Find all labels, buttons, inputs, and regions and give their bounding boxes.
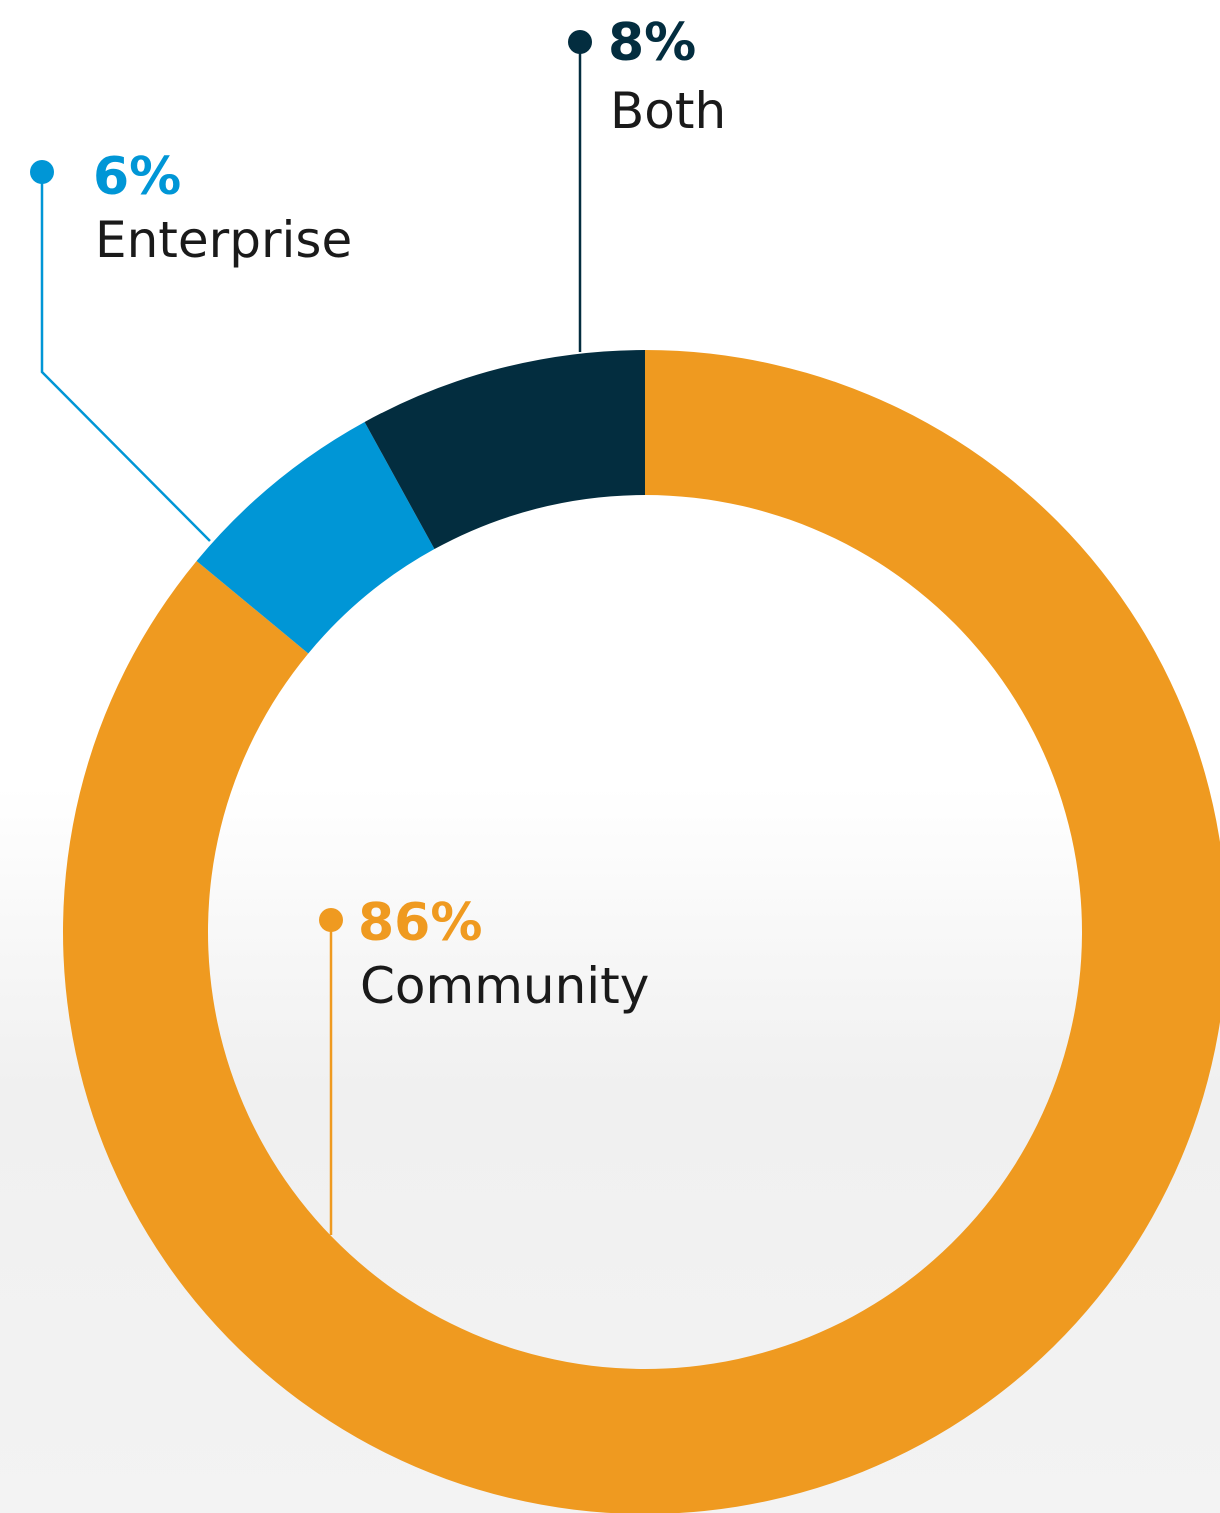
community-name-label: Community	[360, 957, 649, 1015]
enterprise-value-label: 6%	[93, 147, 181, 207]
leader-lines	[30, 30, 592, 1235]
donut-slices	[63, 350, 1220, 1513]
both-value-label: 8%	[608, 13, 696, 73]
slice-labels: 8% Both 6% Enterprise 86% Community	[93, 13, 726, 1015]
enterprise-name-label: Enterprise	[95, 211, 352, 269]
leader-dot-both	[568, 30, 592, 54]
slice-enterprise	[196, 421, 435, 654]
leader-dot-enterprise	[30, 160, 54, 184]
community-value-label: 86%	[358, 893, 482, 953]
slice-both	[364, 350, 645, 550]
leader-line-enterprise	[40, 172, 211, 542]
leader-dot-community	[319, 908, 343, 932]
both-name-label: Both	[610, 82, 726, 140]
